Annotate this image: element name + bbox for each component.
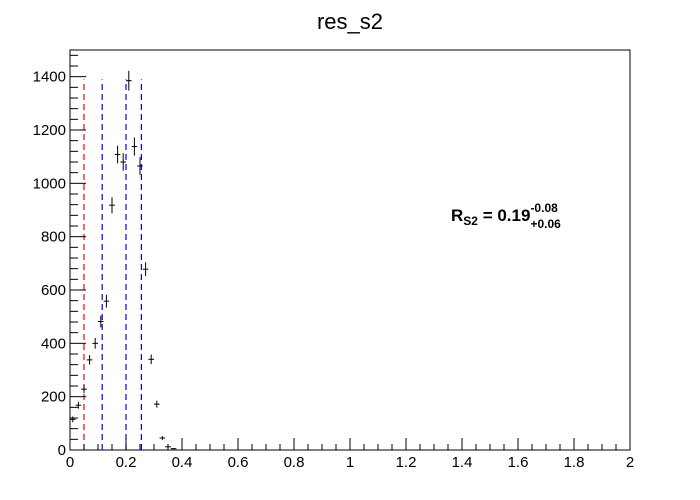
data-point [142,262,149,277]
data-point [131,137,138,156]
tick-labels: 0 0.2 0.4 0.6 0.8 1 1.2 1.4 1.6 1.8 2 0 200 400 600 800… [33,69,635,471]
data-point [159,436,166,440]
y-tick-label: 1400 [33,69,66,86]
data-point [86,355,93,365]
y-tick-label: 0 [58,442,66,459]
data-point [126,70,132,91]
plot-frame [69,49,631,451]
y-tick-label: 800 [41,229,66,246]
y-tick-label: 1000 [33,175,66,192]
x-tick-label: 0.2 [116,454,137,471]
data-point [137,157,143,175]
data-point [98,315,104,328]
y-tick-label: 200 [41,389,66,406]
x-tick-label: 2 [626,454,634,471]
x-tick-label: 1.4 [452,454,473,471]
x-tick-label: 1.8 [564,454,585,471]
data-point [81,385,87,394]
annotation-base: R [451,206,463,225]
data-point [170,448,177,450]
annotation-value: = 0.19 [478,206,530,225]
data-point [103,294,110,308]
data-point [75,401,82,409]
y-tick-label: 400 [41,335,66,352]
x-tick-label: 0.4 [172,454,193,471]
x-tick-label: 1.2 [396,454,417,471]
x-tick-label: 1.6 [508,454,529,471]
chart-title: res_s2 [317,9,383,34]
annotation-base-subscript: S2 [463,214,478,228]
data-point [70,416,76,423]
plot-frame-box [69,49,631,451]
x-tick-label: 1 [346,454,354,471]
x-tick-label: 0.6 [228,454,249,471]
data-point [92,338,98,349]
data-point [148,354,154,365]
data-point [114,145,121,164]
marker-lines [83,79,142,450]
annotation-superscript: -0.08 [530,201,558,215]
data-point [109,197,115,214]
annotation-subscript: +0.06 [530,217,561,231]
axes-ticks [69,54,631,451]
x-tick-label: 0 [66,454,74,471]
resolution-annotation: RS2 = 0.19-0.08 +0.06 [451,201,561,231]
y-tick-label: 1200 [33,122,66,139]
data-points [70,70,177,450]
y-tick-label: 600 [41,282,66,299]
data-point [154,400,160,408]
data-point [120,153,126,171]
x-tick-label: 0.8 [284,454,305,471]
